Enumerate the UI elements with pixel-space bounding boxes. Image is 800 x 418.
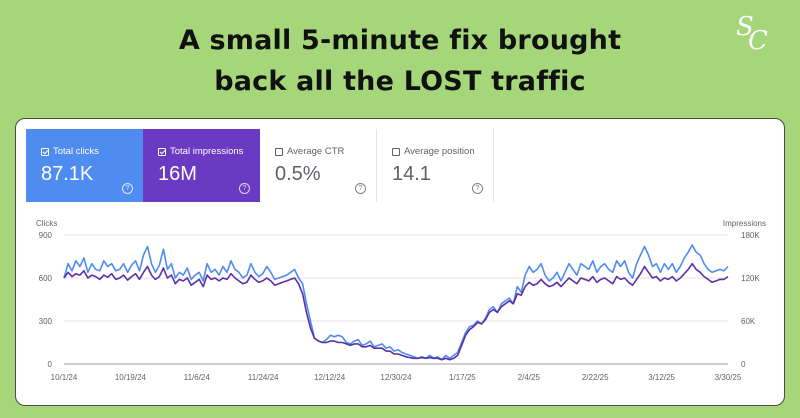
brand-logo: S C [736,12,772,56]
performance-chart: Clicks Impressions 900 180K 600 120K 300 60K 0 0 1… [36,219,766,382]
metric-label-row: Average CTR [275,146,344,157]
left-tick-label: 0 [48,360,53,369]
right-tick-label: 180K [741,231,760,240]
checkbox-unchecked-icon[interactable] [275,147,283,156]
metric-label: Average CTR [287,146,345,157]
performance-card: Total clicks 87.1K ? Total impressions 1… [15,118,785,406]
series-line-clicks [63,244,729,361]
series-line-impressions [63,262,729,361]
right-tick-label: 120K [741,274,760,283]
right-axis-title: Impressions [723,219,766,228]
metric-tile-total-impressions[interactable]: Total impressions 16M ? [143,129,260,202]
metric-label: Average position [404,146,475,157]
checkbox-checked-icon[interactable] [41,147,49,156]
x-tick-label: 12/12/24 [314,373,346,382]
x-tick-label: 1/17/25 [449,373,476,382]
right-tick-label: 0 [741,360,746,369]
right-tick-label: 60K [741,317,756,326]
metric-value: 0.5% [275,163,321,185]
help-icon[interactable]: ? [239,183,250,194]
metric-label: Total clicks [53,146,99,157]
x-tick-label: 3/30/25 [715,373,742,382]
x-tick-label: 2/22/25 [582,373,609,382]
metric-label-row: Average position [392,146,475,157]
brand-logo-letter-s: S [736,12,754,42]
metric-label: Total impressions [170,146,244,157]
headline: A small 5-minute fix brought back all th… [0,20,800,102]
left-tick-label: 600 [39,274,53,283]
left-axis-title: Clicks [36,219,57,228]
x-tick-label: 11/24/24 [248,373,279,382]
help-icon[interactable]: ? [472,183,483,194]
x-tick-label: 3/12/25 [648,373,675,382]
headline-line-1: A small 5-minute fix brought [178,25,622,56]
x-tick-label: 10/19/24 [115,373,147,382]
metric-tile-average-ctr[interactable]: Average CTR 0.5% ? [260,129,377,202]
checkbox-unchecked-icon[interactable] [392,147,400,156]
checkbox-checked-icon[interactable] [158,147,166,156]
x-tick-label: 10/1/24 [51,373,78,382]
metric-label-row: Total clicks [41,146,99,157]
metric-tile-total-clicks[interactable]: Total clicks 87.1K ? [26,129,143,202]
metric-value: 14.1 [392,163,431,185]
headline-line-2: back all the LOST traffic [214,66,586,97]
metric-tile-average-position[interactable]: Average position 14.1 ? [377,129,494,202]
brand-logo-letter-c: C [748,26,768,56]
x-tick-label: 12/30/24 [380,373,412,382]
x-tick-label: 2/4/25 [518,373,541,382]
metric-value: 87.1K [41,163,94,185]
metric-tiles: Total clicks 87.1K ? Total impressions 1… [26,129,494,202]
metric-value: 16M [158,163,197,185]
left-tick-label: 300 [39,317,53,326]
help-icon[interactable]: ? [355,183,366,194]
x-tick-label: 11/6/24 [184,373,211,382]
left-tick-label: 900 [39,231,53,240]
help-icon[interactable]: ? [122,183,133,194]
metric-label-row: Total impressions [158,146,243,157]
